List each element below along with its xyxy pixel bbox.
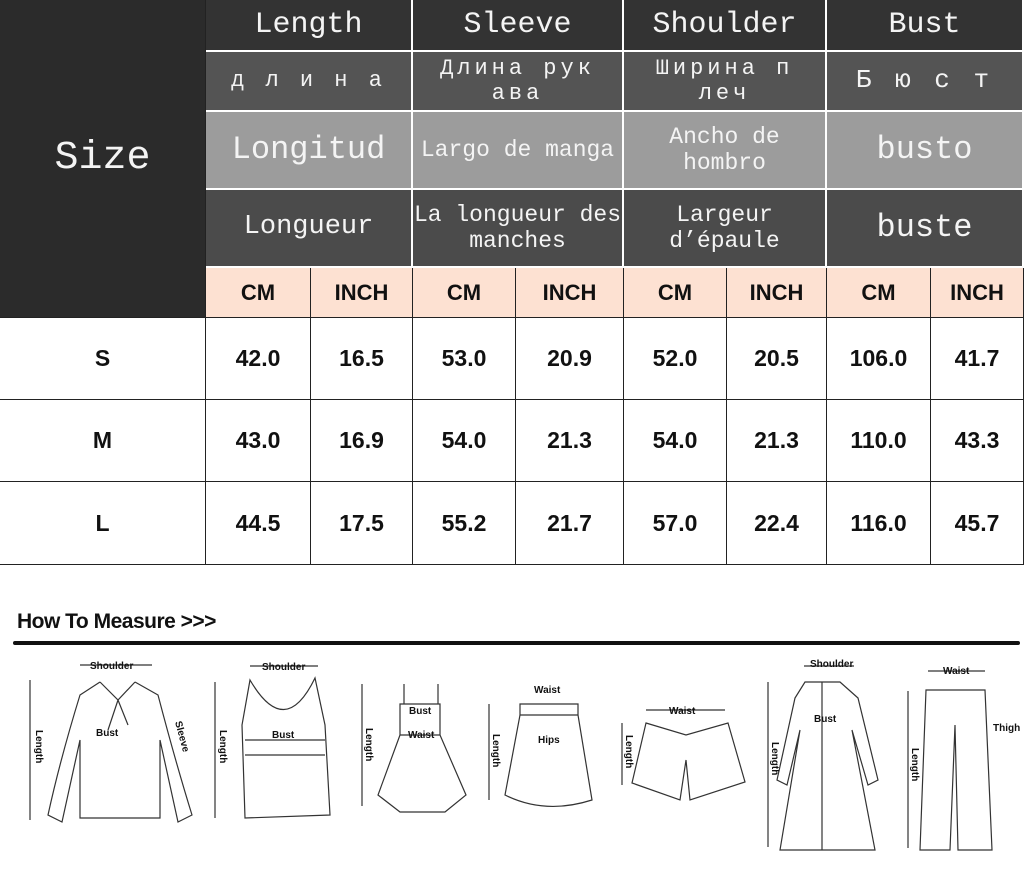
value-cell: 53.0 bbox=[413, 318, 516, 400]
how-to-measure-title: How To Measure >>> bbox=[17, 610, 216, 633]
label-bust: Bust bbox=[814, 714, 837, 725]
value-cell: 43.0 bbox=[206, 400, 311, 482]
label-hips: Hips bbox=[538, 735, 560, 746]
dress-illustration: Length Bust Waist bbox=[361, 684, 467, 813]
tank-top-illustration: Shoulder Length Bust bbox=[214, 662, 331, 819]
value-cell: 43.3 bbox=[931, 400, 1024, 482]
unit-cm: CM bbox=[413, 268, 516, 318]
value-cell: 52.0 bbox=[624, 318, 727, 400]
header-bust-en: Bust bbox=[827, 0, 1024, 52]
label-waist: Waist bbox=[408, 730, 435, 741]
header-length-es: Longitud bbox=[206, 112, 413, 190]
value-cell: 42.0 bbox=[206, 318, 311, 400]
header-length-ru: д л и н а bbox=[206, 52, 413, 112]
unit-cm: CM bbox=[624, 268, 727, 318]
header-bust-ru: Б ю с т bbox=[827, 52, 1024, 112]
unit-inch: INCH bbox=[727, 268, 827, 318]
unit-cm: CM bbox=[827, 268, 931, 318]
value-cell: 17.5 bbox=[311, 482, 413, 565]
pants-illustration: Waist Length Thigh bbox=[907, 666, 1020, 851]
value-cell: 41.7 bbox=[931, 318, 1024, 400]
label-shoulder: Shoulder bbox=[262, 662, 305, 673]
value-cell: 21.7 bbox=[516, 482, 624, 565]
label-waist: Waist bbox=[669, 706, 696, 717]
skirt-illustration: Length Waist Hips bbox=[488, 685, 593, 807]
value-cell: 22.4 bbox=[727, 482, 827, 565]
blouse-illustration: Shoulder Length Bust Sleeve bbox=[29, 661, 193, 823]
size-header: Size bbox=[0, 0, 206, 318]
shorts-illustration: Waist Length bbox=[621, 706, 746, 801]
label-bust: Bust bbox=[96, 728, 119, 739]
divider bbox=[13, 641, 1020, 645]
label-shoulder: Shoulder bbox=[90, 661, 133, 672]
label-length: Length bbox=[363, 728, 374, 761]
value-cell: 54.0 bbox=[624, 400, 727, 482]
value-cell: 44.5 bbox=[206, 482, 311, 565]
unit-inch: INCH bbox=[931, 268, 1024, 318]
value-cell: 106.0 bbox=[827, 318, 931, 400]
label-shoulder: Shoulder bbox=[810, 659, 853, 670]
value-cell: 21.3 bbox=[516, 400, 624, 482]
header-shoulder-ru: Ширина п леч bbox=[624, 52, 827, 112]
value-cell: 57.0 bbox=[624, 482, 727, 565]
header-bust-fr: buste bbox=[827, 190, 1024, 268]
label-bust: Bust bbox=[272, 730, 295, 741]
value-cell: 21.3 bbox=[727, 400, 827, 482]
value-cell: 20.5 bbox=[727, 318, 827, 400]
header-sleeve-ru: Длина рук ава bbox=[413, 52, 624, 112]
value-cell: 16.5 bbox=[311, 318, 413, 400]
header-sleeve-fr: La longueur des manches bbox=[413, 190, 624, 268]
header-shoulder-es: Ancho de hombro bbox=[624, 112, 827, 190]
label-bust: Bust bbox=[409, 706, 432, 717]
header-length-en: Length bbox=[206, 0, 413, 52]
size-cell: L bbox=[0, 482, 206, 565]
unit-inch: INCH bbox=[311, 268, 413, 318]
how-to-measure-section: How To Measure >>> Shoulder Length Bust … bbox=[0, 600, 1024, 870]
value-cell: 16.9 bbox=[311, 400, 413, 482]
size-cell: S bbox=[0, 318, 206, 400]
size-chart-table: Size Length Sleeve Shoulder Bust д л и н… bbox=[0, 0, 1024, 565]
coat-illustration: Shoulder Length Bust bbox=[767, 659, 879, 851]
size-cell: M bbox=[0, 400, 206, 482]
header-shoulder-fr: Largeur d’épaule bbox=[624, 190, 827, 268]
unit-cm: CM bbox=[206, 268, 311, 318]
label-length: Length bbox=[490, 734, 501, 767]
label-sleeve: Sleeve bbox=[172, 720, 191, 754]
header-sleeve-en: Sleeve bbox=[413, 0, 624, 52]
label-length: Length bbox=[217, 730, 228, 763]
header-sleeve-es: Largo de manga bbox=[413, 112, 624, 190]
value-cell: 20.9 bbox=[516, 318, 624, 400]
label-waist: Waist bbox=[943, 666, 970, 677]
header-length-fr: Longueur bbox=[206, 190, 413, 268]
value-cell: 55.2 bbox=[413, 482, 516, 565]
value-cell: 110.0 bbox=[827, 400, 931, 482]
label-waist: Waist bbox=[534, 685, 561, 696]
value-cell: 116.0 bbox=[827, 482, 931, 565]
header-shoulder-en: Shoulder bbox=[624, 0, 827, 52]
label-length: Length bbox=[769, 742, 780, 775]
unit-inch: INCH bbox=[516, 268, 624, 318]
label-length: Length bbox=[623, 735, 634, 768]
label-thigh: Thigh bbox=[993, 723, 1020, 734]
header-bust-es: busto bbox=[827, 112, 1024, 190]
label-length: Length bbox=[909, 748, 920, 781]
label-length: Length bbox=[33, 730, 44, 763]
value-cell: 54.0 bbox=[413, 400, 516, 482]
value-cell: 45.7 bbox=[931, 482, 1024, 565]
